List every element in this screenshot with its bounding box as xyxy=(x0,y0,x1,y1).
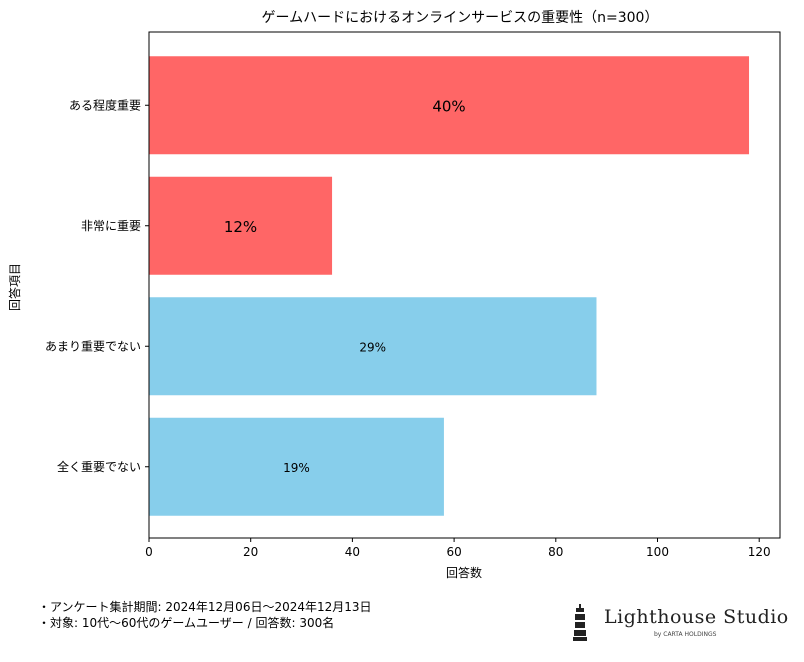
chart-title: ゲームハードにおけるオンラインサービスの重要性（n=300） xyxy=(262,10,659,26)
footer-note-period: ・アンケート集計期間: 2024年12月06日〜2024年12月13日 xyxy=(38,600,372,614)
x-axis-label: 回答数 xyxy=(446,565,482,580)
bar-value-label-0: 19% xyxy=(283,461,310,475)
x-tick-label-2: 40 xyxy=(345,545,360,559)
logo-name: Lighthouse Studio xyxy=(604,606,789,628)
y-tick-label-3: ある程度重要 xyxy=(69,97,141,112)
brand-logo: Lighthouse Studio by CARTA HOLDINGS xyxy=(572,604,788,644)
bars-layer xyxy=(149,56,750,516)
x-tick-label-5: 100 xyxy=(646,545,669,559)
y-tick-label-0: 全く重要でない xyxy=(57,459,141,474)
bar-value-label-3: 40% xyxy=(432,97,465,115)
bar-value-label-1: 29% xyxy=(359,340,386,354)
y-axis: 全く重要でない あまり重要でない 非常に重要 ある程度重要 xyxy=(45,97,149,474)
footer-note-target: ・対象: 10代〜60代のゲームユーザー / 回答数: 300名 xyxy=(38,616,335,630)
y-tick-label-2: 非常に重要 xyxy=(81,219,141,233)
bar-0 xyxy=(149,417,444,516)
x-tick-label-0: 0 xyxy=(145,545,153,559)
x-tick-label-1: 20 xyxy=(243,545,258,559)
plot-frame xyxy=(148,31,781,539)
bar-labels-layer: 19% 29% 12% 40% xyxy=(224,97,466,475)
bar-value-label-2: 12% xyxy=(224,218,257,236)
x-tick-label-3: 60 xyxy=(446,545,461,559)
x-tick-label-4: 80 xyxy=(548,545,563,559)
bar-1 xyxy=(149,297,597,396)
bar-2 xyxy=(149,176,333,275)
y-tick-label-1: あまり重要でない xyxy=(45,339,141,353)
y-axis-label: 回答項目 xyxy=(7,263,22,311)
x-tick-label-6: 120 xyxy=(748,545,771,559)
bar-3 xyxy=(149,56,750,155)
lighthouse-icon xyxy=(573,604,587,641)
x-axis: 0 20 40 60 80 100 120 xyxy=(145,538,771,559)
logo-subtitle: by CARTA HOLDINGS xyxy=(654,631,717,638)
